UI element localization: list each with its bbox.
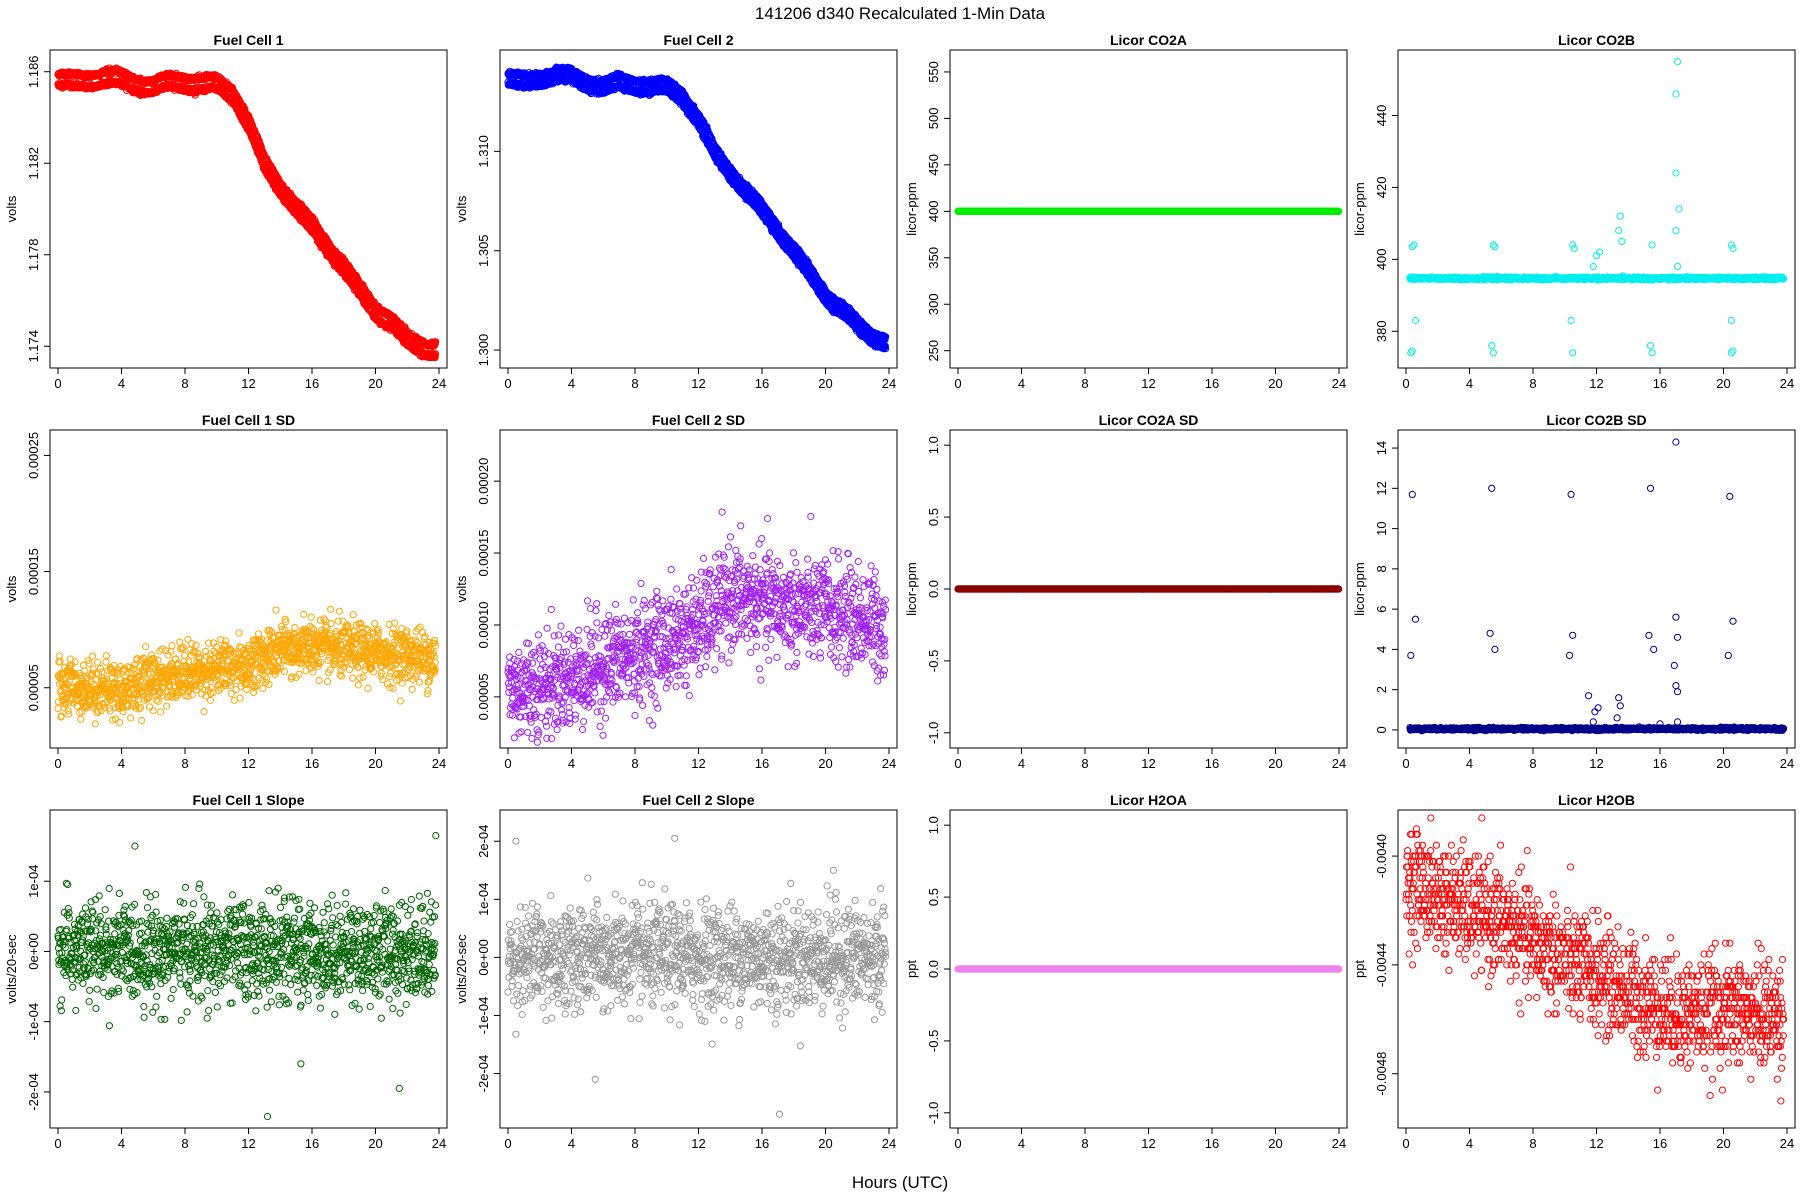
y-axis-label: volts xyxy=(454,195,469,222)
y-axis: 1.174 1.178 1.182 1.186 xyxy=(26,55,51,363)
x-tick-label: 8 xyxy=(181,376,188,391)
series-points xyxy=(504,63,890,353)
x-tick-label: 12 xyxy=(241,376,255,391)
y-axis-label: volts xyxy=(4,195,19,222)
y-axis: 1.300 1.305 1.310 xyxy=(476,135,501,367)
x-axis: 0 4 8 12 16 20 24 xyxy=(54,367,446,391)
x-tick-label: 24 xyxy=(432,376,446,391)
panel-title: Fuel Cell 1 xyxy=(213,32,283,48)
panel-title: Fuel Cell 2 xyxy=(663,32,733,48)
x-tick-label: 16 xyxy=(305,376,319,391)
y-tick-label: 1.186 xyxy=(26,55,41,88)
x-tick-label: 16 xyxy=(755,376,769,391)
y-tick-label: 1.310 xyxy=(476,135,491,168)
figure-title: 141206 d340 Recalculated 1-Min Data xyxy=(755,4,1046,23)
y-tick-label: 1.300 xyxy=(476,334,491,367)
x-tick-label: 24 xyxy=(882,376,896,391)
series-points xyxy=(54,64,440,362)
data-point xyxy=(359,281,367,289)
x-tick-label: 20 xyxy=(818,376,832,391)
data-point xyxy=(432,338,440,346)
data-point xyxy=(703,123,711,131)
y-tick-label: 1.182 xyxy=(26,147,41,180)
data-point xyxy=(431,354,439,362)
data-point xyxy=(432,350,440,358)
y-tick-label: 1.305 xyxy=(476,234,491,267)
x-tick-label: 12 xyxy=(691,376,705,391)
x-tick-label: 0 xyxy=(504,376,511,391)
plot-frame xyxy=(499,49,898,369)
y-tick-label: 1.174 xyxy=(26,330,41,363)
x-tick-label: 0 xyxy=(54,376,61,391)
x-axis: 0 4 8 12 16 20 24 xyxy=(504,367,896,391)
x-tick-label: 8 xyxy=(631,376,638,391)
y-tick-label: 1.178 xyxy=(26,238,41,271)
x-tick-label: 20 xyxy=(368,376,382,391)
x-tick-label: 4 xyxy=(118,376,125,391)
x-tick-label: 4 xyxy=(568,376,575,391)
x-axis-title: Hours (UTC) xyxy=(852,1173,948,1192)
